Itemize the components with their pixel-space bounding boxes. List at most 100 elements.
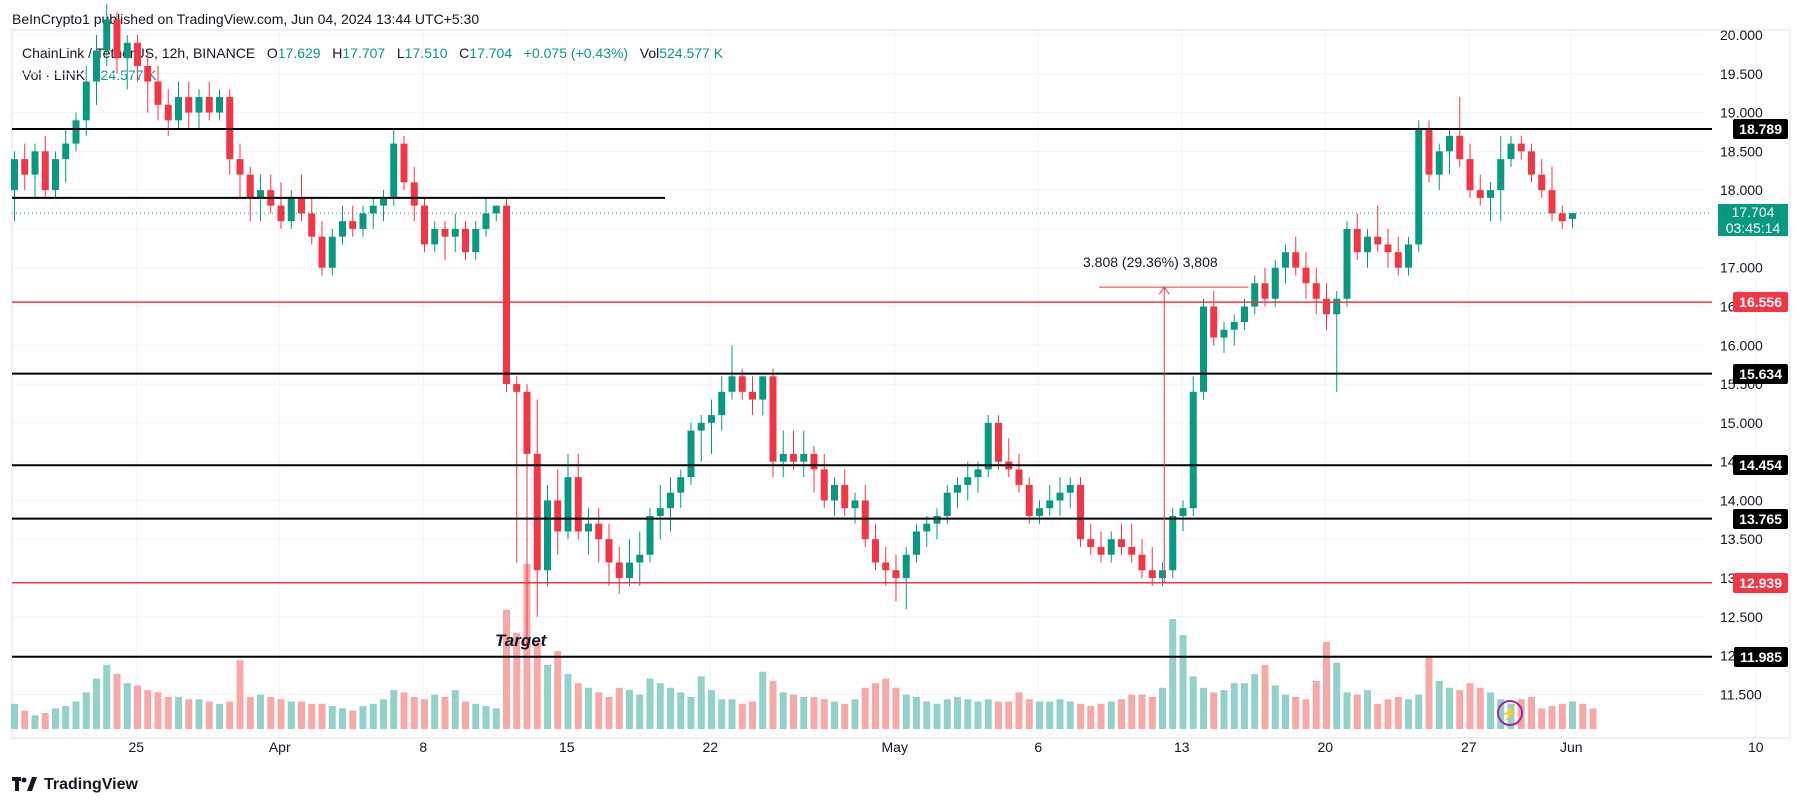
candle-body: [1138, 554, 1146, 571]
volume-bar: [1456, 690, 1464, 729]
candle-body: [933, 515, 941, 524]
candle-body: [554, 500, 562, 532]
current-price-value: 17.704: [1731, 204, 1775, 221]
volume-bar: [277, 699, 285, 729]
volume-bar: [1046, 701, 1054, 729]
volume-bar: [267, 696, 275, 729]
volume-bar: [1220, 690, 1228, 729]
candle-body: [236, 159, 244, 175]
candle-body: [1220, 329, 1228, 338]
candle-body: [482, 213, 490, 229]
volume-bar: [195, 699, 203, 729]
y-tick-label: 16.000: [1720, 337, 1763, 353]
candle-body: [1271, 267, 1279, 299]
candle-body: [421, 205, 428, 245]
volume-bar: [605, 696, 613, 729]
candle-body: [185, 97, 193, 113]
volume-bar: [872, 683, 879, 729]
volume-bar: [1118, 699, 1125, 729]
volume-bar: [554, 651, 562, 729]
volume-bar: [933, 703, 941, 729]
volume-bar: [400, 692, 408, 729]
volume-bar: [1077, 703, 1084, 729]
volume-bar: [1548, 706, 1556, 729]
candle-body: [513, 384, 521, 392]
volume-bar: [1159, 687, 1166, 729]
candle-body: [205, 97, 213, 113]
y-tick-label: 18.500: [1720, 143, 1763, 159]
candle-body: [1394, 252, 1402, 268]
candle-body: [1077, 484, 1084, 540]
volume-bar: [216, 703, 223, 729]
volume-bar: [308, 703, 316, 729]
lightning-bolt-icon[interactable]: ⚡: [1497, 700, 1523, 726]
candle-body: [779, 453, 787, 462]
candle-body: [82, 81, 90, 121]
volume-bar: [1425, 655, 1433, 729]
volume-bar: [1466, 683, 1474, 729]
candle-body: [872, 539, 879, 563]
y-tick-label: 12.500: [1720, 609, 1763, 625]
volume-bar: [472, 703, 480, 729]
low-label: L: [396, 45, 405, 61]
volume-bar: [1015, 692, 1023, 729]
volume-bar: [380, 699, 387, 729]
high-label: H: [332, 45, 343, 61]
volume-bar: [298, 701, 305, 729]
candle-body: [123, 42, 131, 59]
x-tick-label: 27: [1461, 739, 1477, 755]
tradingview-logo[interactable]: TradingView: [12, 776, 138, 794]
volume-bar: [1384, 699, 1392, 729]
candle-body: [1415, 128, 1423, 245]
candle-body: [503, 205, 510, 385]
volume-bar: [533, 641, 541, 729]
volume-bar: [369, 703, 377, 729]
candle-body: [21, 159, 29, 175]
candle-body: [1118, 539, 1125, 547]
volume-bar: [1066, 701, 1074, 729]
candle-body: [1446, 135, 1453, 152]
volume-bar: [1148, 696, 1156, 729]
volume-bar: [595, 692, 603, 729]
measure-arrow: [1158, 286, 1170, 295]
volume-bar: [1292, 696, 1300, 729]
volume-bar: [11, 703, 18, 729]
volume-bar: [1200, 687, 1207, 729]
candle-body: [72, 120, 80, 144]
volume-bar: [913, 696, 920, 729]
volume-bar: [615, 687, 623, 729]
volume-bar: [492, 708, 500, 729]
volume-bar: [1179, 635, 1187, 729]
candle-body: [52, 159, 59, 191]
candle-body: [441, 228, 449, 237]
candle-body: [1015, 469, 1023, 485]
volume-indicator-legend[interactable]: Vol · LINK 524.577 K: [22, 67, 157, 83]
candle-body: [1569, 213, 1576, 219]
volume-bar: [964, 699, 972, 729]
volume-bar: [667, 687, 674, 729]
candle-body: [359, 213, 367, 229]
candle-body: [369, 205, 377, 214]
volume-bar: [1107, 701, 1115, 729]
candle-body: [1179, 508, 1187, 516]
candle-body: [677, 477, 685, 493]
candle-body: [1159, 570, 1166, 579]
tradingview-brand-text: TradingView: [44, 776, 138, 793]
candle-body: [390, 143, 398, 198]
volume-bar: [841, 703, 849, 729]
volume-bar: [144, 690, 152, 729]
x-tick-label: Jun: [1560, 739, 1583, 755]
volume-bar: [1261, 664, 1269, 729]
candle-body: [585, 523, 592, 532]
volume-bar: [1056, 699, 1064, 729]
candle-body: [1425, 128, 1433, 175]
candle-body: [339, 221, 346, 237]
level-tag: 16.556: [1733, 292, 1788, 313]
candle-body: [851, 500, 859, 509]
volume-bar: [831, 701, 838, 729]
close-label: C: [459, 45, 470, 61]
candle-body: [1435, 151, 1443, 175]
x-tick-label: 10: [1748, 739, 1764, 755]
volume-bar: [708, 690, 715, 729]
